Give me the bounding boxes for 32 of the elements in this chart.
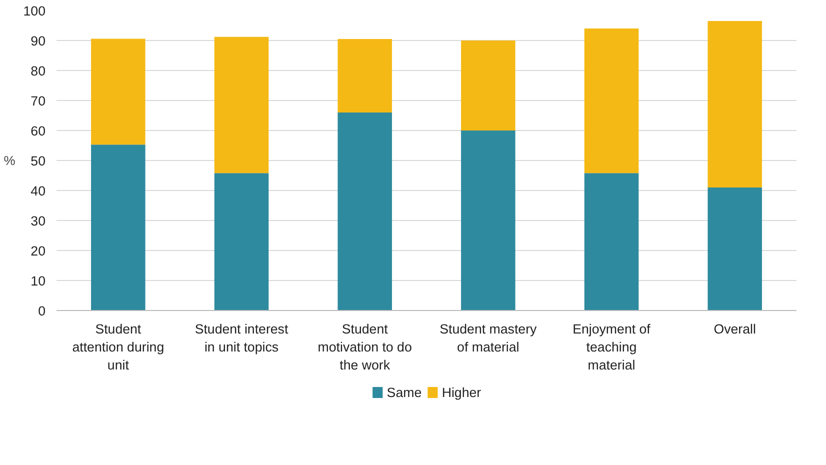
y-tick-label: 20 xyxy=(30,244,46,258)
legend-label: Higher xyxy=(442,385,482,400)
y-axis-title: % xyxy=(4,153,16,168)
bar xyxy=(461,130,516,310)
bar xyxy=(214,173,269,310)
bar xyxy=(91,38,146,145)
y-tick-label: 100 xyxy=(23,4,46,18)
x-tick-label: Enjoyment of teaching material xyxy=(572,322,651,372)
bar xyxy=(584,28,639,174)
bar xyxy=(214,36,269,174)
y-tick-label: 60 xyxy=(30,124,46,138)
y-tick-label: 10 xyxy=(30,274,46,288)
legend-label: Same xyxy=(386,385,422,400)
bar xyxy=(461,40,516,130)
y-tick-label: 30 xyxy=(30,214,46,228)
bar xyxy=(584,173,639,310)
x-tick-label: Overall xyxy=(714,322,756,336)
bar xyxy=(91,144,146,310)
bar xyxy=(338,39,392,112)
bar xyxy=(708,188,762,310)
y-tick-label: 70 xyxy=(30,94,46,108)
y-tick-label: 0 xyxy=(38,304,46,318)
y-tick-label: 50 xyxy=(30,154,46,168)
bar xyxy=(338,112,392,310)
bar xyxy=(708,21,762,188)
x-tick-label: Student interest in unit topics xyxy=(194,322,288,354)
y-tick-label: 40 xyxy=(30,184,46,198)
y-tick-label: 90 xyxy=(30,34,46,48)
x-tick-label: Student mastery of material xyxy=(440,322,538,354)
x-tick-label: Student motivation to do the work xyxy=(318,322,412,372)
y-tick-label: 80 xyxy=(30,64,46,78)
x-tick-label: Student attention during unit xyxy=(72,322,164,372)
